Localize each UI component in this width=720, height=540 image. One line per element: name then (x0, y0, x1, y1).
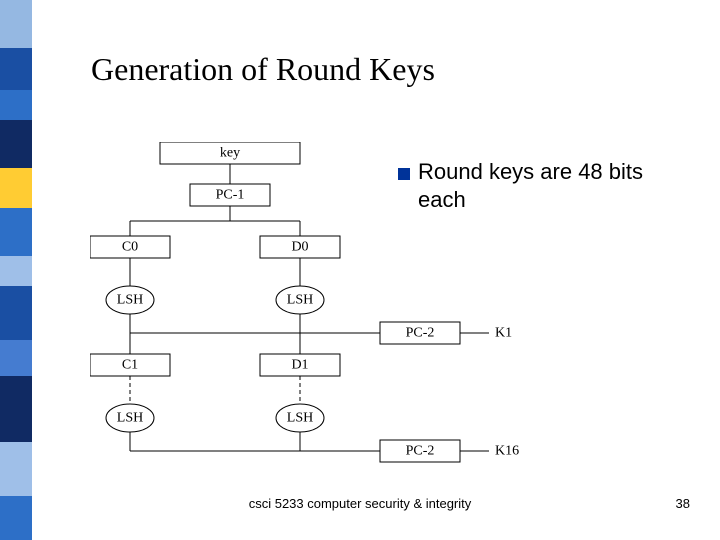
svg-text:LSH: LSH (117, 293, 143, 308)
svg-text:C0: C0 (122, 240, 138, 255)
svg-text:LSH: LSH (117, 411, 143, 426)
footer-text: csci 5233 computer security & integrity (240, 496, 480, 511)
svg-text:K1: K1 (495, 326, 512, 341)
sidebar-block (0, 256, 32, 286)
round-keys-diagram: key PC-1 C0 D0 LSH LSH C1 D1 LSH LSH PC-2 PC-2 K1 K16 (90, 142, 590, 482)
sidebar-block (0, 286, 32, 340)
sidebar-block (0, 90, 32, 120)
svg-text:PC-2: PC-2 (406, 326, 435, 341)
svg-text:D0: D0 (291, 240, 308, 255)
slide-title: Generation of Round Keys (91, 51, 435, 88)
svg-text:key: key (220, 146, 240, 161)
sidebar-block (0, 168, 32, 208)
svg-text:D1: D1 (291, 358, 308, 373)
svg-text:C1: C1 (122, 358, 138, 373)
sidebar-block (0, 442, 32, 496)
svg-text:LSH: LSH (287, 293, 313, 308)
page-number: 38 (650, 496, 690, 511)
sidebar-block (0, 0, 32, 48)
sidebar-block (0, 120, 32, 168)
sidebar-block (0, 208, 32, 256)
svg-text:PC-1: PC-1 (216, 188, 245, 203)
sidebar-color-strip (0, 0, 32, 540)
sidebar-block (0, 340, 32, 376)
sidebar-block (0, 48, 32, 90)
sidebar-block (0, 496, 32, 540)
svg-text:LSH: LSH (287, 411, 313, 426)
svg-text:K16: K16 (495, 444, 519, 459)
svg-text:PC-2: PC-2 (406, 444, 435, 459)
sidebar-block (0, 376, 32, 442)
